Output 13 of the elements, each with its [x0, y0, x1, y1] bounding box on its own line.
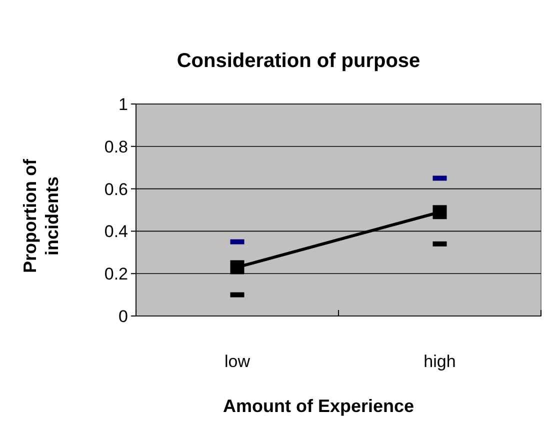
x-tick-label: high [424, 352, 456, 371]
y-tick-label: 0.4 [104, 222, 128, 242]
y-tick-label: 1 [118, 94, 128, 114]
y-tick-label: 0.8 [104, 137, 128, 156]
x-axis-title: Amount of Experience [222, 396, 414, 416]
chart-title: Consideration of purpose [176, 50, 420, 72]
x-tick-label: low [224, 352, 251, 371]
y-tick-label: 0.6 [104, 180, 128, 199]
point [230, 260, 244, 274]
point [432, 205, 447, 220]
y-tick-label: 0.2 [104, 264, 128, 284]
y-tick-label: 0 [118, 306, 128, 326]
y-axis-title: Proportion of incidents [20, 158, 62, 273]
